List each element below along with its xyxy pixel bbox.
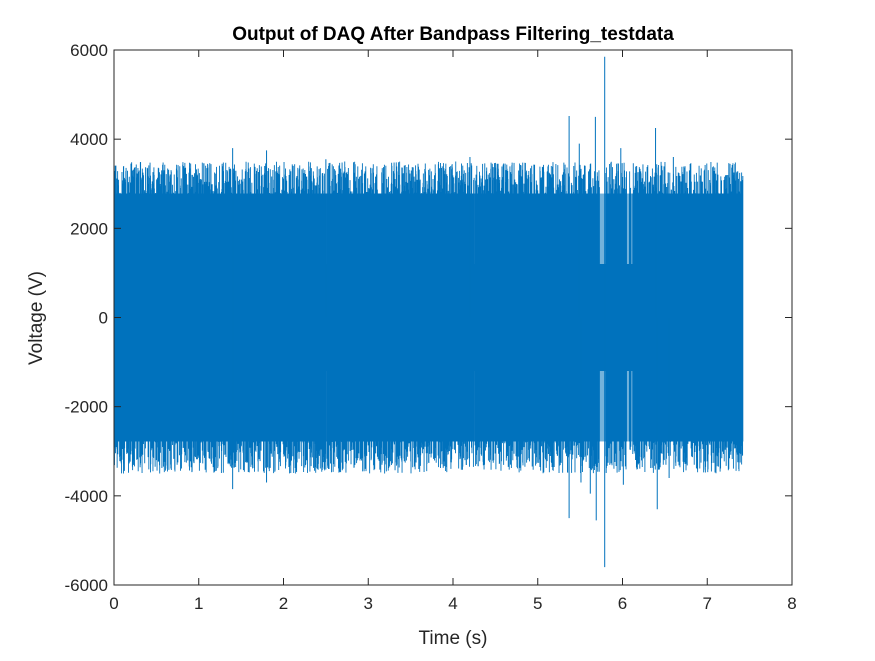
x-tick-label: 1 bbox=[194, 594, 203, 613]
y-axis-label: Voltage (V) bbox=[26, 271, 47, 365]
x-tick-label: 0 bbox=[109, 594, 118, 613]
x-axis-label: Time (s) bbox=[419, 628, 488, 649]
x-tick-label: 3 bbox=[364, 594, 373, 613]
x-tick-label: 5 bbox=[533, 594, 542, 613]
x-tick-label: 8 bbox=[787, 594, 796, 613]
y-tick-label: -2000 bbox=[65, 398, 108, 417]
y-tick-label: -4000 bbox=[65, 487, 108, 506]
y-tick-label: 2000 bbox=[70, 219, 108, 238]
x-tick-label: 2 bbox=[279, 594, 288, 613]
y-tick-label: 4000 bbox=[70, 130, 108, 149]
x-tick-label: 4 bbox=[448, 594, 457, 613]
x-tick-label: 7 bbox=[703, 594, 712, 613]
y-tick-label: -6000 bbox=[65, 576, 108, 595]
y-tick-label: 6000 bbox=[70, 41, 108, 60]
x-axis-ticks: 0 1 2 3 4 5 6 7 8 bbox=[109, 50, 797, 613]
chart-title: Output of DAQ After Bandpass Filtering_t… bbox=[232, 24, 674, 45]
signal-fill bbox=[114, 193, 743, 442]
series-layer bbox=[113, 56, 744, 568]
y-axis-ticks: -6000 -4000 -2000 0 2000 4000 6000 bbox=[65, 41, 792, 595]
x-tick-label: 6 bbox=[618, 594, 627, 613]
y-tick-label: 0 bbox=[99, 309, 108, 328]
